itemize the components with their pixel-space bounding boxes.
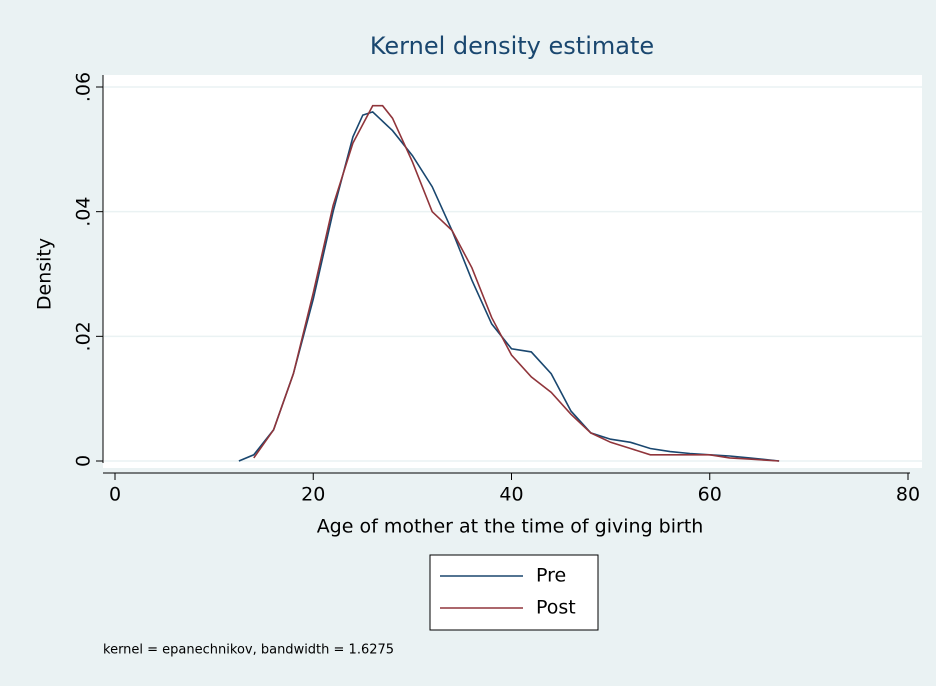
y-tick-label: .06 [73,72,95,102]
y-axis-title: Density [34,238,56,310]
x-tick-label: 40 [499,484,523,506]
x-tick-label: 80 [896,484,920,506]
x-axis-title: Age of mother at the time of giving birt… [317,516,704,538]
note: kernel = epanechnikov, bandwidth = 1.627… [103,643,394,658]
x-tick-label: 20 [301,484,325,506]
chart-title: Kernel density estimate [370,32,654,60]
legend-label: Post [536,597,576,619]
x-tick-label: 60 [698,484,722,506]
legend-box [429,554,599,631]
y-tick-label: .02 [73,321,95,351]
density-line [253,104,780,462]
legend-label: Pre [536,565,566,587]
x-tick-label: 0 [109,484,121,506]
plot-area [103,75,922,468]
y-tick-label: .04 [73,197,95,227]
y-tick-label: 0 [73,455,95,467]
density-line [238,110,780,462]
